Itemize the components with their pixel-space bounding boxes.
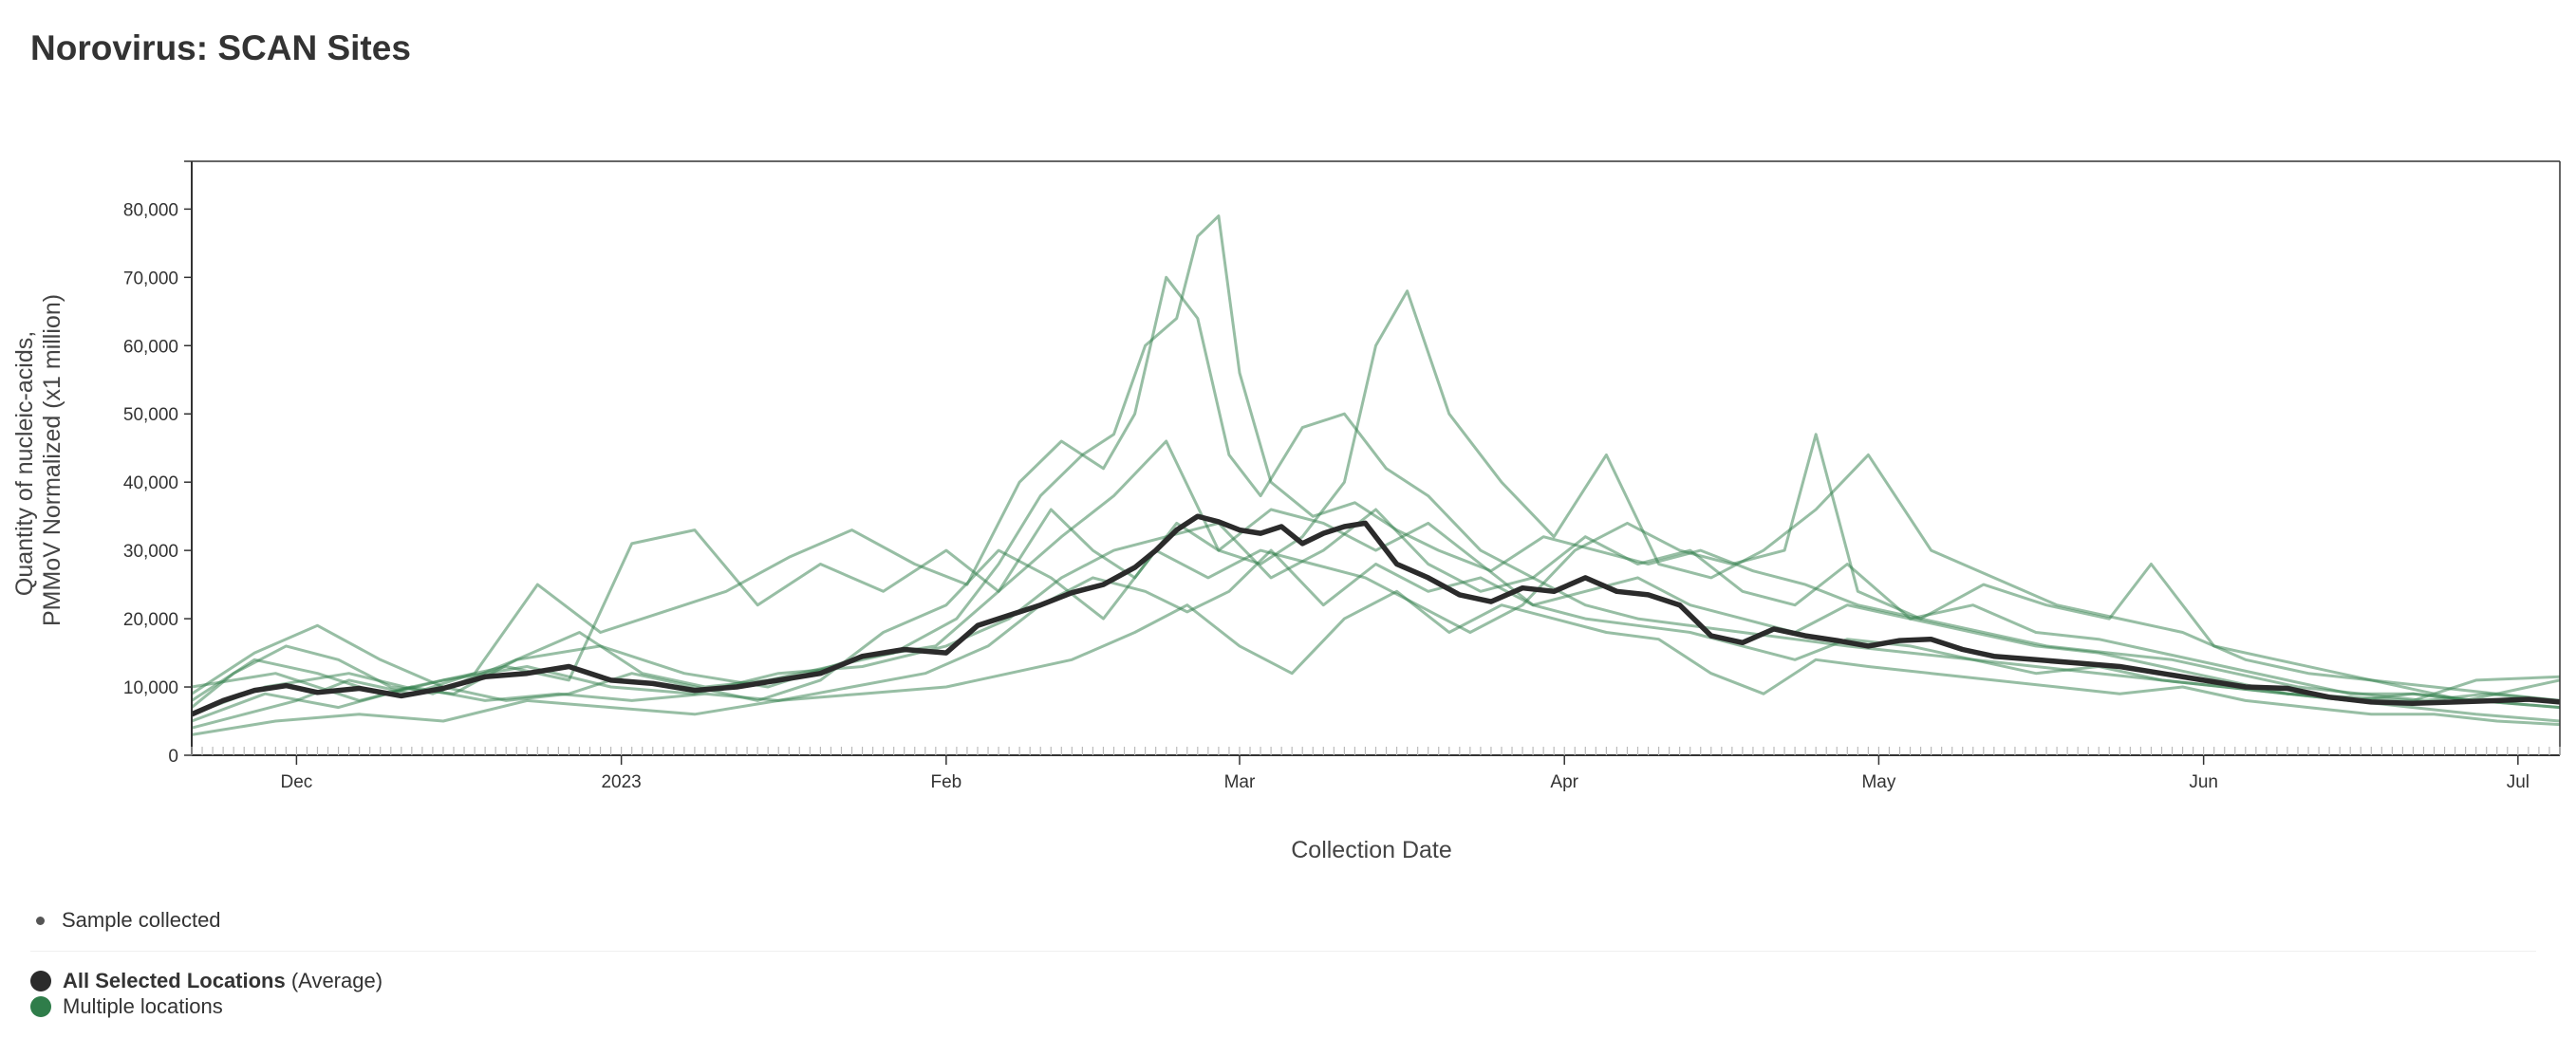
average-series-line: [190, 513, 2561, 717]
legend-multiple-label: Multiple locations: [63, 993, 223, 1018]
legend-item-average[interactable]: All Selected Locations (Average): [30, 968, 383, 993]
y-tick-label: 60,000: [123, 337, 178, 357]
x-tick-label: Apr: [1550, 772, 1578, 792]
legend-average-suffix: (Average): [285, 968, 383, 992]
y-tick-label: 50,000: [123, 405, 178, 425]
sample-dot-icon: [36, 916, 45, 925]
y-tick-label: 70,000: [123, 269, 178, 288]
sample-legend: Sample collected: [30, 908, 221, 933]
site-series-line-7: [191, 439, 2561, 716]
series-legend: All Selected Locations (Average) Multipl…: [30, 968, 383, 1019]
y-tick-label: 0: [168, 747, 178, 767]
page-title: Norovirus: SCAN Sites: [30, 28, 411, 67]
site-series-line-6: [191, 433, 2561, 702]
y-axis-title: Quantity of nucleic-acids, PMMoV Normali…: [11, 294, 65, 626]
x-tick-label: Dec: [280, 772, 312, 792]
legend-divider: [30, 951, 2536, 952]
legend-average-label: All Selected Locations: [63, 968, 286, 992]
y-tick-label: 80,000: [123, 200, 178, 220]
site-series-line-2: [191, 275, 2561, 730]
y-axis-title-line-1: Quantity of nucleic-acids,: [11, 331, 38, 596]
average-series-layer: [190, 513, 2561, 717]
y-tick-label: 10,000: [123, 678, 178, 698]
y-axis-title-line-2: PMMoV Normalized (x1 million): [39, 294, 65, 626]
chart: 0 10,000 20,000 30,000 40,000 50,000 60,000 70,…: [11, 160, 2561, 863]
y-tick-label: 20,000: [123, 610, 178, 630]
axes-layer: 0 10,000 20,000 30,000 40,000 50,000 60,000 70,…: [123, 160, 2561, 792]
x-tick-label: May: [1861, 772, 1895, 792]
x-tick-label: Jul: [2507, 772, 2529, 792]
legend-item-multiple[interactable]: Multiple locations: [30, 993, 383, 1019]
x-tick-label: Feb: [930, 772, 961, 792]
sample-legend-label: Sample collected: [62, 908, 221, 932]
y-tick-label: 30,000: [123, 542, 178, 562]
site-series-line-4: [191, 548, 2561, 723]
site-series-layer: [191, 214, 2561, 736]
site-series-line-3: [191, 289, 2561, 702]
x-tick-label: Mar: [1224, 772, 1256, 792]
x-tick-label: Jun: [2189, 772, 2218, 792]
multiple-locations-swatch-icon: [30, 995, 51, 1017]
y-tick-label: 40,000: [123, 473, 178, 493]
x-tick-label: 2023: [601, 772, 641, 792]
x-axis-title: Collection Date: [1291, 837, 1452, 863]
average-swatch-icon: [30, 970, 51, 992]
site-series-line-5: [191, 589, 2561, 736]
